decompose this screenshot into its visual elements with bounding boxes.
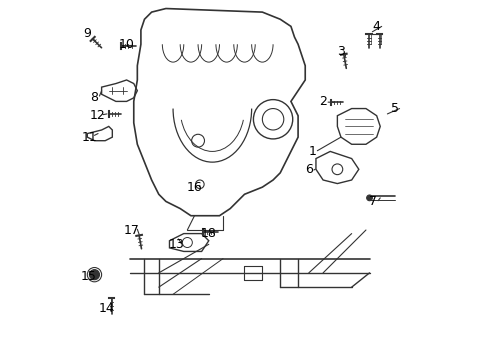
- Text: 2: 2: [319, 95, 326, 108]
- Text: 11: 11: [81, 131, 97, 144]
- Text: 3: 3: [336, 45, 344, 58]
- Text: 9: 9: [83, 27, 91, 40]
- Text: 6: 6: [304, 163, 312, 176]
- Text: 5: 5: [390, 102, 398, 115]
- Text: 16: 16: [186, 181, 202, 194]
- Text: 8: 8: [90, 91, 98, 104]
- Text: 4: 4: [372, 20, 380, 33]
- Text: 12: 12: [90, 109, 106, 122]
- Text: 14: 14: [99, 302, 115, 315]
- Circle shape: [366, 195, 372, 201]
- Text: 15: 15: [81, 270, 97, 283]
- Circle shape: [89, 270, 99, 280]
- Text: 17: 17: [124, 224, 140, 237]
- Text: 7: 7: [368, 195, 376, 208]
- Text: 1: 1: [308, 145, 316, 158]
- Text: 10: 10: [119, 38, 134, 51]
- Text: 13: 13: [168, 238, 184, 251]
- Text: 18: 18: [201, 227, 216, 240]
